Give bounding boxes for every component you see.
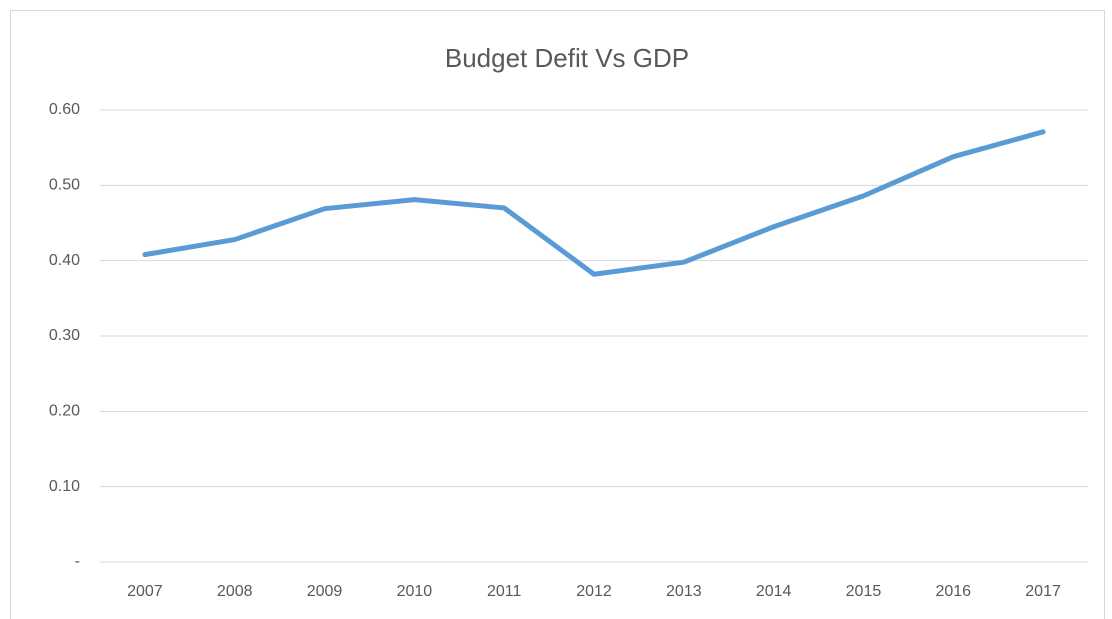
x-tick-label: 2008 [217,583,253,600]
y-tick-label: 0.20 [49,403,80,420]
x-tick-label: 2012 [576,583,612,600]
x-tick-label: 2016 [935,583,971,600]
x-tick-label: 2014 [756,583,792,600]
y-tick-label: 0.10 [49,478,80,495]
y-tick-label: 0.60 [49,101,80,118]
y-tick-label: 0.30 [49,327,80,344]
x-tick-label: 2011 [487,583,522,600]
x-tick-label: 2013 [666,583,702,600]
y-tick-label: 0.50 [49,177,80,194]
chart-frame [10,10,1105,619]
x-tick-label: 2015 [846,583,882,600]
y-tick-label: - [75,553,80,570]
y-tick-label: 0.40 [49,252,80,269]
chart-title: Budget Defit Vs GDP [445,43,689,73]
x-tick-label: 2007 [127,583,163,600]
x-tick-label: 2009 [307,583,343,600]
data-line [142,129,1046,277]
x-tick-label: 2017 [1025,583,1061,600]
x-tick-label: 2010 [397,583,433,600]
